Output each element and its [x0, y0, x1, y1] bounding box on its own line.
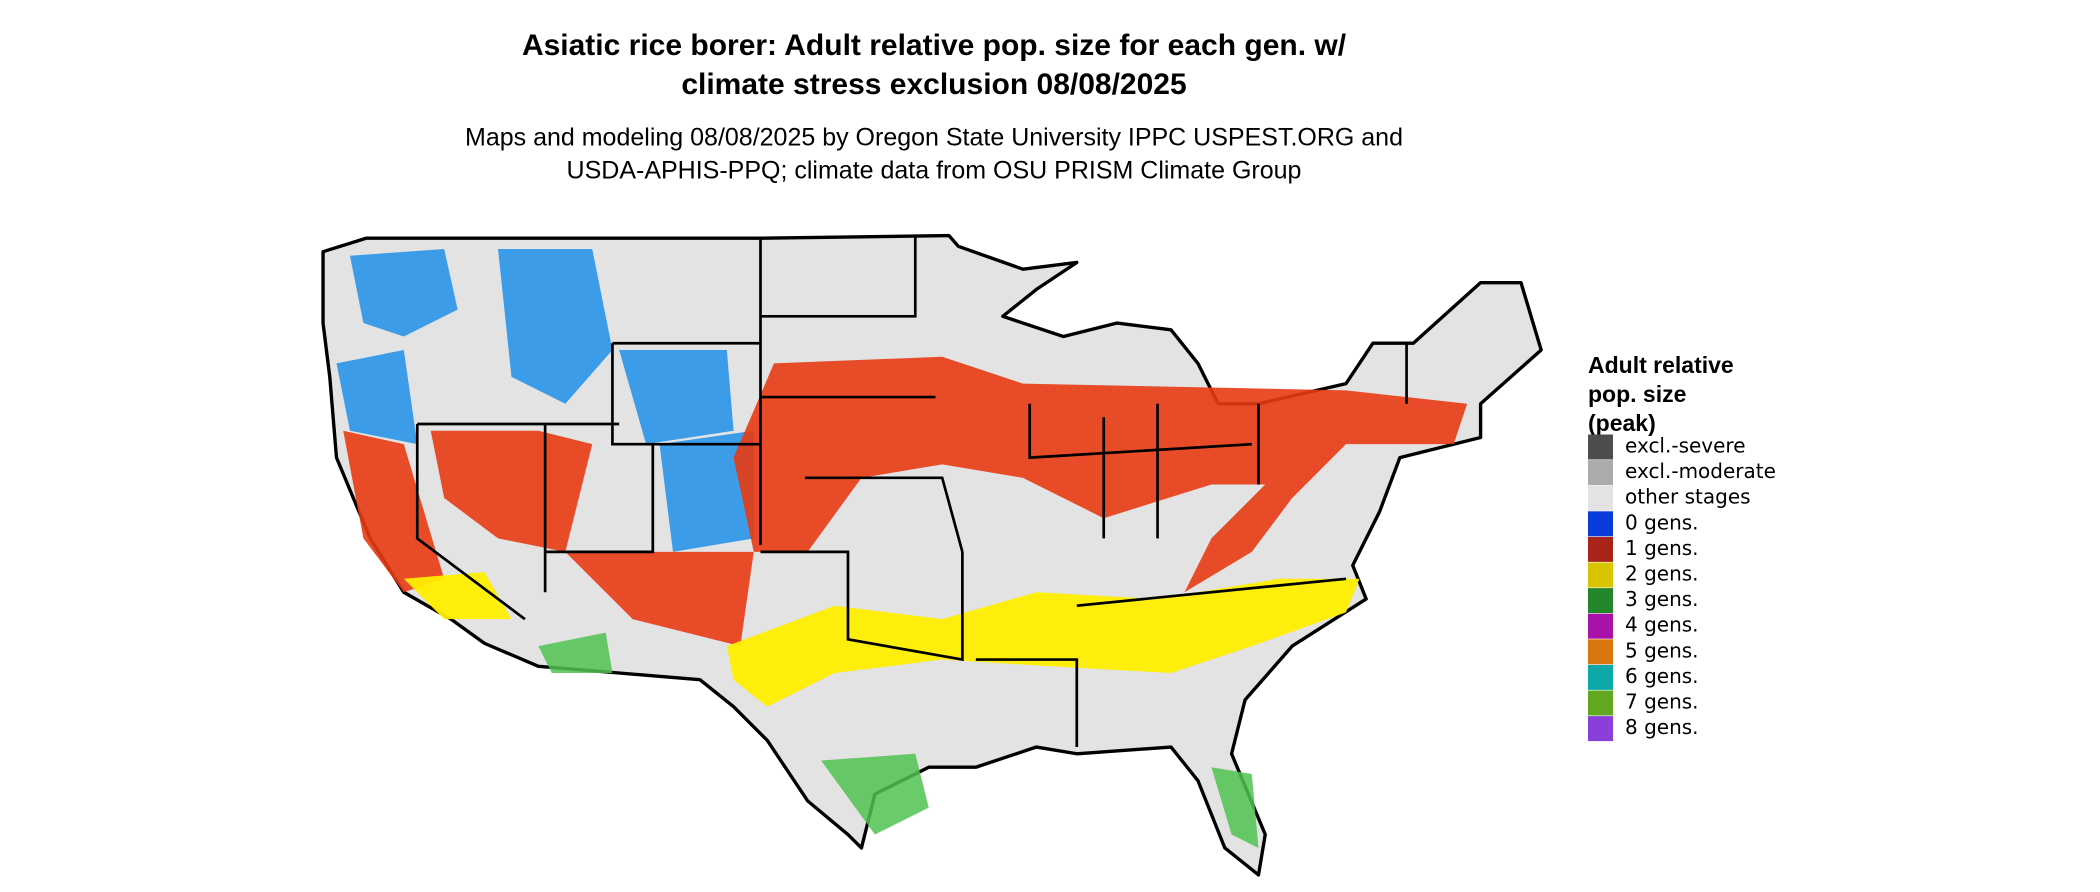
legend-label: 4 gens. — [1625, 613, 1699, 637]
legend-label: 1 gens. — [1625, 536, 1699, 560]
legend-swatch — [1588, 434, 1613, 460]
region-1-gens — [343, 356, 1468, 647]
legend-label: 6 gens. — [1625, 664, 1699, 688]
legend-swatch — [1588, 536, 1613, 562]
legend-swatch — [1588, 639, 1613, 665]
legend-label: 3 gens. — [1625, 587, 1699, 611]
region-3-gens — [538, 632, 1259, 848]
legend-swatch — [1588, 460, 1613, 486]
region-0-gens — [336, 249, 754, 552]
legend-swatch — [1588, 664, 1613, 690]
legend-label: 8 gens. — [1625, 715, 1699, 739]
legend: Adult relative pop. size (peak)excl.-sever… — [1588, 352, 1776, 742]
legend-label: 2 gens. — [1625, 562, 1699, 586]
legend-label: 0 gens. — [1625, 510, 1699, 534]
legend-title: pop. size — [1588, 381, 1686, 407]
legend-swatch — [1588, 588, 1613, 614]
legend-swatch — [1588, 485, 1613, 511]
legend-label: other stages — [1625, 485, 1751, 509]
subtitle: Maps and modeling 08/08/2025 by Oregon S… — [465, 124, 1403, 152]
title: Asiatic rice borer: Adult relative pop. … — [522, 29, 1347, 62]
title: climate stress exclusion 08/08/2025 — [681, 68, 1186, 101]
legend-label: excl.-severe — [1625, 434, 1746, 458]
state-lines — [415, 235, 1408, 748]
region-2-gens — [403, 572, 1360, 707]
legend-label: 7 gens. — [1625, 690, 1699, 714]
subtitle: USDA-APHIS-PPQ; climate data from OSU PR… — [567, 157, 1302, 185]
legend-title: (peak) — [1588, 410, 1656, 436]
legend-swatch — [1588, 511, 1613, 537]
legend-label: excl.-moderate — [1625, 459, 1776, 483]
legend-swatch — [1588, 716, 1613, 742]
us-outline — [321, 233, 1543, 877]
map — [321, 233, 1543, 877]
legend-swatch — [1588, 562, 1613, 588]
legend-swatch — [1588, 690, 1613, 716]
legend-swatch — [1588, 613, 1613, 639]
legend-label: 5 gens. — [1625, 638, 1699, 662]
legend-title: Adult relative — [1588, 352, 1734, 378]
